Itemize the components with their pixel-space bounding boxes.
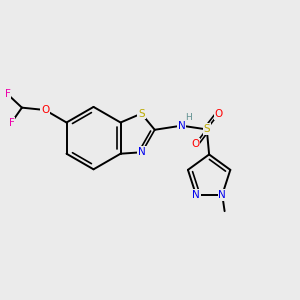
Text: O: O bbox=[41, 105, 49, 115]
Text: F: F bbox=[5, 89, 10, 99]
Text: F: F bbox=[9, 118, 14, 128]
Text: N: N bbox=[218, 190, 226, 200]
Text: N: N bbox=[178, 121, 185, 131]
Text: S: S bbox=[138, 109, 145, 118]
Text: O: O bbox=[214, 109, 223, 119]
Text: S: S bbox=[203, 124, 210, 134]
Text: H: H bbox=[185, 113, 192, 122]
Text: O: O bbox=[191, 139, 200, 149]
Text: N: N bbox=[138, 147, 146, 157]
Text: N: N bbox=[192, 190, 200, 200]
